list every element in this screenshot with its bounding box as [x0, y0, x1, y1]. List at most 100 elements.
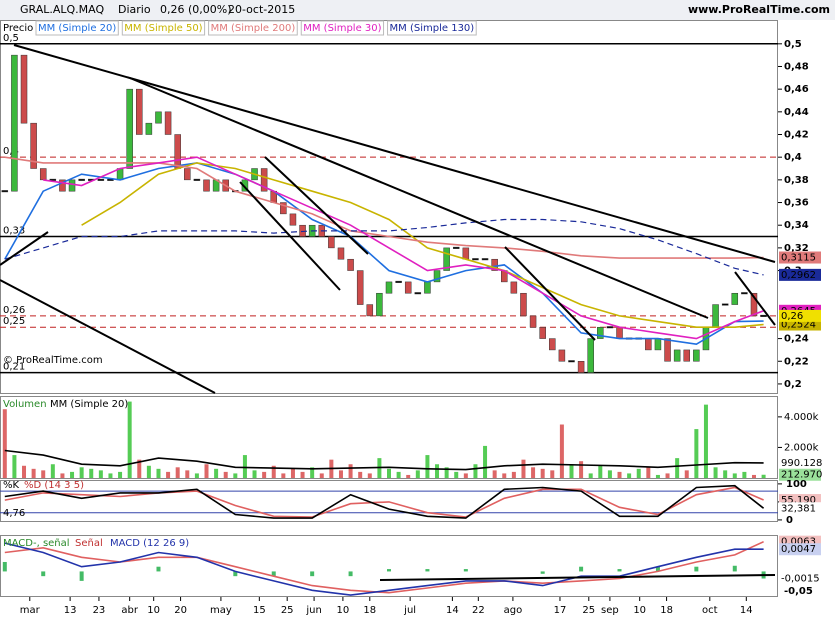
candle [356, 270, 364, 305]
x-tick-label: oct [702, 605, 718, 616]
value-tag [779, 572, 821, 585]
macd-hist-bar [463, 569, 468, 572]
candle [155, 111, 162, 124]
level-label: 0,21 [3, 362, 25, 373]
macd-hist-bar [156, 566, 161, 572]
x-tick-label: 25 [582, 605, 595, 616]
candle [280, 202, 287, 215]
volume-bar [684, 470, 689, 478]
stoch-k-name: %K [3, 480, 20, 491]
price-label: Precio [3, 23, 33, 34]
volume-bar [290, 468, 295, 478]
macd-hist-bar [79, 571, 84, 581]
candle [39, 168, 47, 181]
site: www.ProRealTime.com [688, 3, 830, 16]
value-tag-label: 0,2524 [781, 320, 816, 331]
macd-bottom-label: -0,05 [784, 586, 813, 597]
candle [347, 258, 354, 271]
candle [376, 292, 383, 317]
volume-bar [204, 464, 209, 478]
trend-line [13, 44, 776, 263]
volume-bar [310, 467, 315, 478]
volume-bar [22, 465, 27, 478]
volume-bar [751, 474, 756, 478]
stoch-k-line [4, 484, 765, 519]
candle [30, 122, 37, 169]
y-tick-label: 0,36 [784, 198, 809, 209]
volume-bar [483, 445, 488, 478]
y-tick-label: 0,38 [784, 175, 809, 186]
volume-bar [319, 473, 324, 478]
value-tag-label: 0,26 [781, 311, 803, 322]
volume-bar [127, 401, 132, 478]
candle [328, 236, 335, 249]
volume-bar [252, 470, 257, 478]
candle [203, 179, 210, 192]
volume-bar [367, 473, 372, 478]
candle [693, 349, 700, 362]
volume-bar [406, 474, 411, 478]
candle [395, 280, 402, 283]
candle [452, 246, 460, 249]
volume-bar [723, 470, 728, 478]
volume-bar [89, 468, 94, 478]
volume-bar [617, 471, 622, 478]
candle [750, 292, 758, 317]
value-tag-label: 55,190 [781, 495, 816, 506]
macd-signal-line [4, 540, 764, 594]
macd-hist-bar [310, 571, 315, 577]
y-tick-label: 0,22 [784, 356, 809, 367]
volume-bar [569, 464, 574, 478]
candle [760, 314, 767, 317]
volume-bar [166, 471, 171, 478]
candle [337, 247, 345, 260]
volume-bar [358, 471, 363, 478]
candle [683, 349, 691, 362]
ma-line [4, 162, 764, 346]
y-tick-label: 2.000k [784, 442, 819, 453]
macd-hist-bar [233, 571, 238, 577]
x-tick-label: jun [305, 605, 321, 616]
last-price: 0,26 (0,00%) [160, 3, 232, 16]
macd-hist-bar [540, 571, 545, 574]
candle [443, 247, 450, 271]
value-tag-label: 990.128 [781, 458, 822, 469]
legend-box [35, 20, 119, 36]
y-tick-label: 0,32 [784, 243, 809, 254]
candle [491, 258, 498, 271]
candle [404, 281, 412, 294]
y-tick-label: 0,5 [784, 39, 802, 50]
macd-hist-bar [348, 571, 353, 577]
volume-bar [271, 465, 276, 478]
level-label: 0,4 [3, 146, 19, 157]
candle [164, 111, 172, 135]
legend-entry: MM (Simple 130) [390, 23, 475, 34]
volume-bar [2, 409, 7, 478]
y-tick-label: 0,44 [784, 107, 809, 118]
value-tag [779, 468, 821, 481]
date: 20-oct-2015 [228, 3, 295, 16]
trend-line [0, 231, 49, 266]
trend-line [734, 271, 776, 326]
macd-hist-bar [387, 569, 391, 572]
candle [59, 179, 66, 192]
value-tag-label: 0,0063 [781, 537, 816, 548]
candle [289, 213, 297, 226]
volume-bar [454, 471, 459, 478]
value-tag [779, 502, 821, 515]
x-tick-label: sep [601, 605, 619, 616]
macd-hist-bar [271, 571, 276, 577]
value-tag [779, 543, 821, 556]
volume-bar [473, 464, 478, 478]
x-tick-label: 22 [472, 605, 485, 616]
x-tick-label: 15 [253, 605, 266, 616]
legend-box [300, 20, 385, 36]
candle [414, 292, 422, 295]
volume-bar [233, 473, 238, 478]
candle [193, 178, 201, 181]
candle [539, 326, 546, 339]
value-tag [779, 251, 821, 264]
ma-line [4, 218, 764, 276]
candle [385, 281, 393, 294]
candle [78, 178, 85, 181]
